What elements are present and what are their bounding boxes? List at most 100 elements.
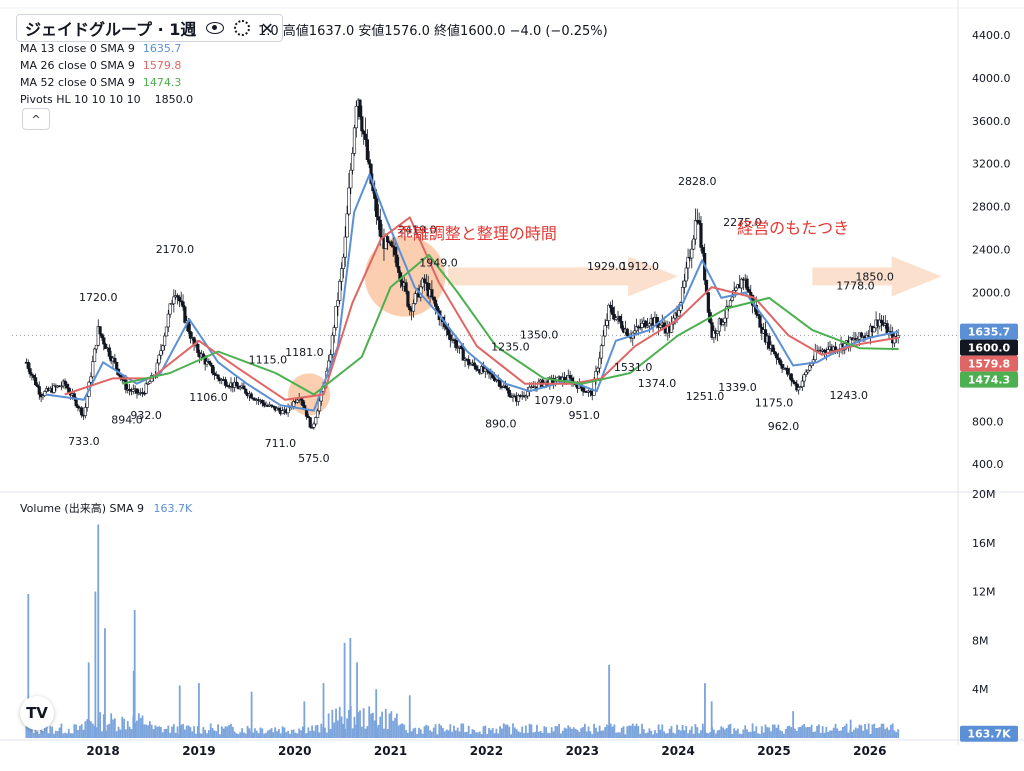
- volume-bar: [200, 733, 203, 738]
- candle-body: [706, 292, 710, 313]
- volume-bar: [335, 708, 337, 738]
- gear-icon[interactable]: [234, 20, 251, 36]
- pivot-label: 1912.0: [621, 260, 660, 273]
- volume-bar: [499, 726, 501, 738]
- collapse-legend-button[interactable]: ^: [22, 108, 50, 130]
- close-icon[interactable]: ✕: [260, 18, 274, 38]
- volume-bar: [759, 734, 761, 738]
- volume-bar: [197, 683, 200, 738]
- volume-bar: [650, 730, 653, 738]
- candle-body: [697, 220, 701, 224]
- volume-bar: [864, 723, 866, 738]
- volume-bar: [265, 732, 267, 738]
- volume-bar: [541, 732, 544, 738]
- volume-bar: [593, 723, 595, 738]
- volume-bar: [537, 731, 540, 738]
- candle-body: [467, 359, 471, 366]
- volume-bar: [812, 731, 815, 738]
- volume-bar: [508, 726, 511, 738]
- volume-bar: [585, 731, 588, 738]
- volume-bar: [38, 733, 41, 738]
- candle-body: [778, 359, 782, 365]
- volume-tick-label: 8M: [972, 634, 989, 647]
- legend-row-ma26[interactable]: MA 26 close 0 SMA 9 1579.8: [20, 57, 193, 74]
- candle-body: [795, 383, 799, 391]
- candle-body: [504, 385, 508, 389]
- volume-bar: [180, 724, 183, 738]
- volume-bar: [95, 727, 98, 738]
- price-tick-label: 2800.0: [972, 201, 1011, 214]
- candle-body: [339, 268, 344, 282]
- volume-bar: [825, 726, 828, 738]
- volume-bar: [696, 727, 699, 738]
- volume-bar: [783, 733, 785, 738]
- volume-bar: [169, 732, 172, 738]
- volume-bar: [475, 732, 478, 738]
- time-tick-label: 2023: [566, 744, 599, 758]
- volume-bar: [869, 733, 872, 738]
- candle-body: [328, 354, 333, 362]
- volume-bar: [631, 723, 634, 738]
- volume-badge-label: 163.7K: [967, 728, 1011, 741]
- volume-bar: [493, 733, 496, 738]
- volume-bar: [152, 729, 155, 738]
- volume-bar: [102, 714, 105, 738]
- tradingview-logo[interactable]: TV: [20, 696, 54, 730]
- volume-bar: [230, 723, 232, 738]
- candle-body: [690, 248, 694, 259]
- volume-bar: [412, 728, 415, 738]
- candle-body: [404, 282, 408, 292]
- candle-body: [94, 344, 99, 350]
- candle-body: [800, 380, 804, 388]
- volume-bar: [91, 723, 94, 738]
- volume-bar: [187, 725, 190, 738]
- volume-bar: [532, 732, 535, 738]
- candle-body: [314, 417, 318, 425]
- candle-body: [612, 314, 616, 320]
- volume-bar: [757, 733, 760, 738]
- volume-bar: [154, 725, 157, 738]
- volume-bar: [388, 713, 391, 738]
- volume-bar: [618, 732, 621, 738]
- candle-body: [739, 278, 744, 289]
- volume-bar: [244, 733, 247, 738]
- volume-legend[interactable]: Volume (出来高) SMA 9 163.7K: [20, 500, 192, 516]
- volume-bar: [356, 662, 358, 738]
- badge-layer: 1635.7 1600.0 1579.8 1474.3 163.7K: [960, 323, 1018, 742]
- legend-row-ma52[interactable]: MA 52 close 0 SMA 9 1474.3: [20, 74, 193, 91]
- candle-body: [33, 377, 38, 386]
- volume-bar: [497, 733, 500, 738]
- volume-bar: [121, 716, 124, 738]
- legend-row-ma13[interactable]: MA 13 close 0 SMA 9 1635.7: [20, 40, 193, 57]
- volume-bar: [615, 732, 618, 738]
- volume-bar: [687, 733, 689, 738]
- candle-body: [343, 236, 347, 258]
- candle-body: [723, 317, 727, 323]
- volume-bar: [327, 713, 330, 738]
- candle-body: [92, 348, 97, 363]
- volume-bar: [775, 727, 778, 738]
- moving-average-line: [121, 253, 899, 396]
- volume-bar: [727, 724, 730, 738]
- volume-bar: [478, 731, 481, 738]
- legend-row-pivots[interactable]: Pivots HL 10 10 10 10 1850.0: [20, 91, 193, 108]
- volume-bar: [760, 726, 763, 738]
- volume-bar: [816, 725, 819, 738]
- volume-bar: [54, 730, 57, 738]
- ohlc-readout: 1.0 高値1637.0 安値1576.0 終値1600.0 −4.0 (−0.…: [258, 24, 608, 39]
- candle-body: [598, 357, 602, 369]
- trend-arrow: [448, 256, 679, 297]
- candle-body: [492, 377, 497, 381]
- candle-body: [389, 241, 393, 247]
- volume-bar: [604, 727, 607, 738]
- volume-bar: [823, 732, 826, 738]
- volume-bar: [565, 728, 568, 738]
- volume-bar: [748, 731, 750, 738]
- candle-body: [80, 407, 84, 416]
- volume-bar: [136, 720, 138, 738]
- symbol-title-box[interactable]: ジェイドグループ · 1週 ✕: [16, 14, 283, 42]
- candle-body: [352, 127, 357, 154]
- eye-icon[interactable]: [206, 22, 225, 34]
